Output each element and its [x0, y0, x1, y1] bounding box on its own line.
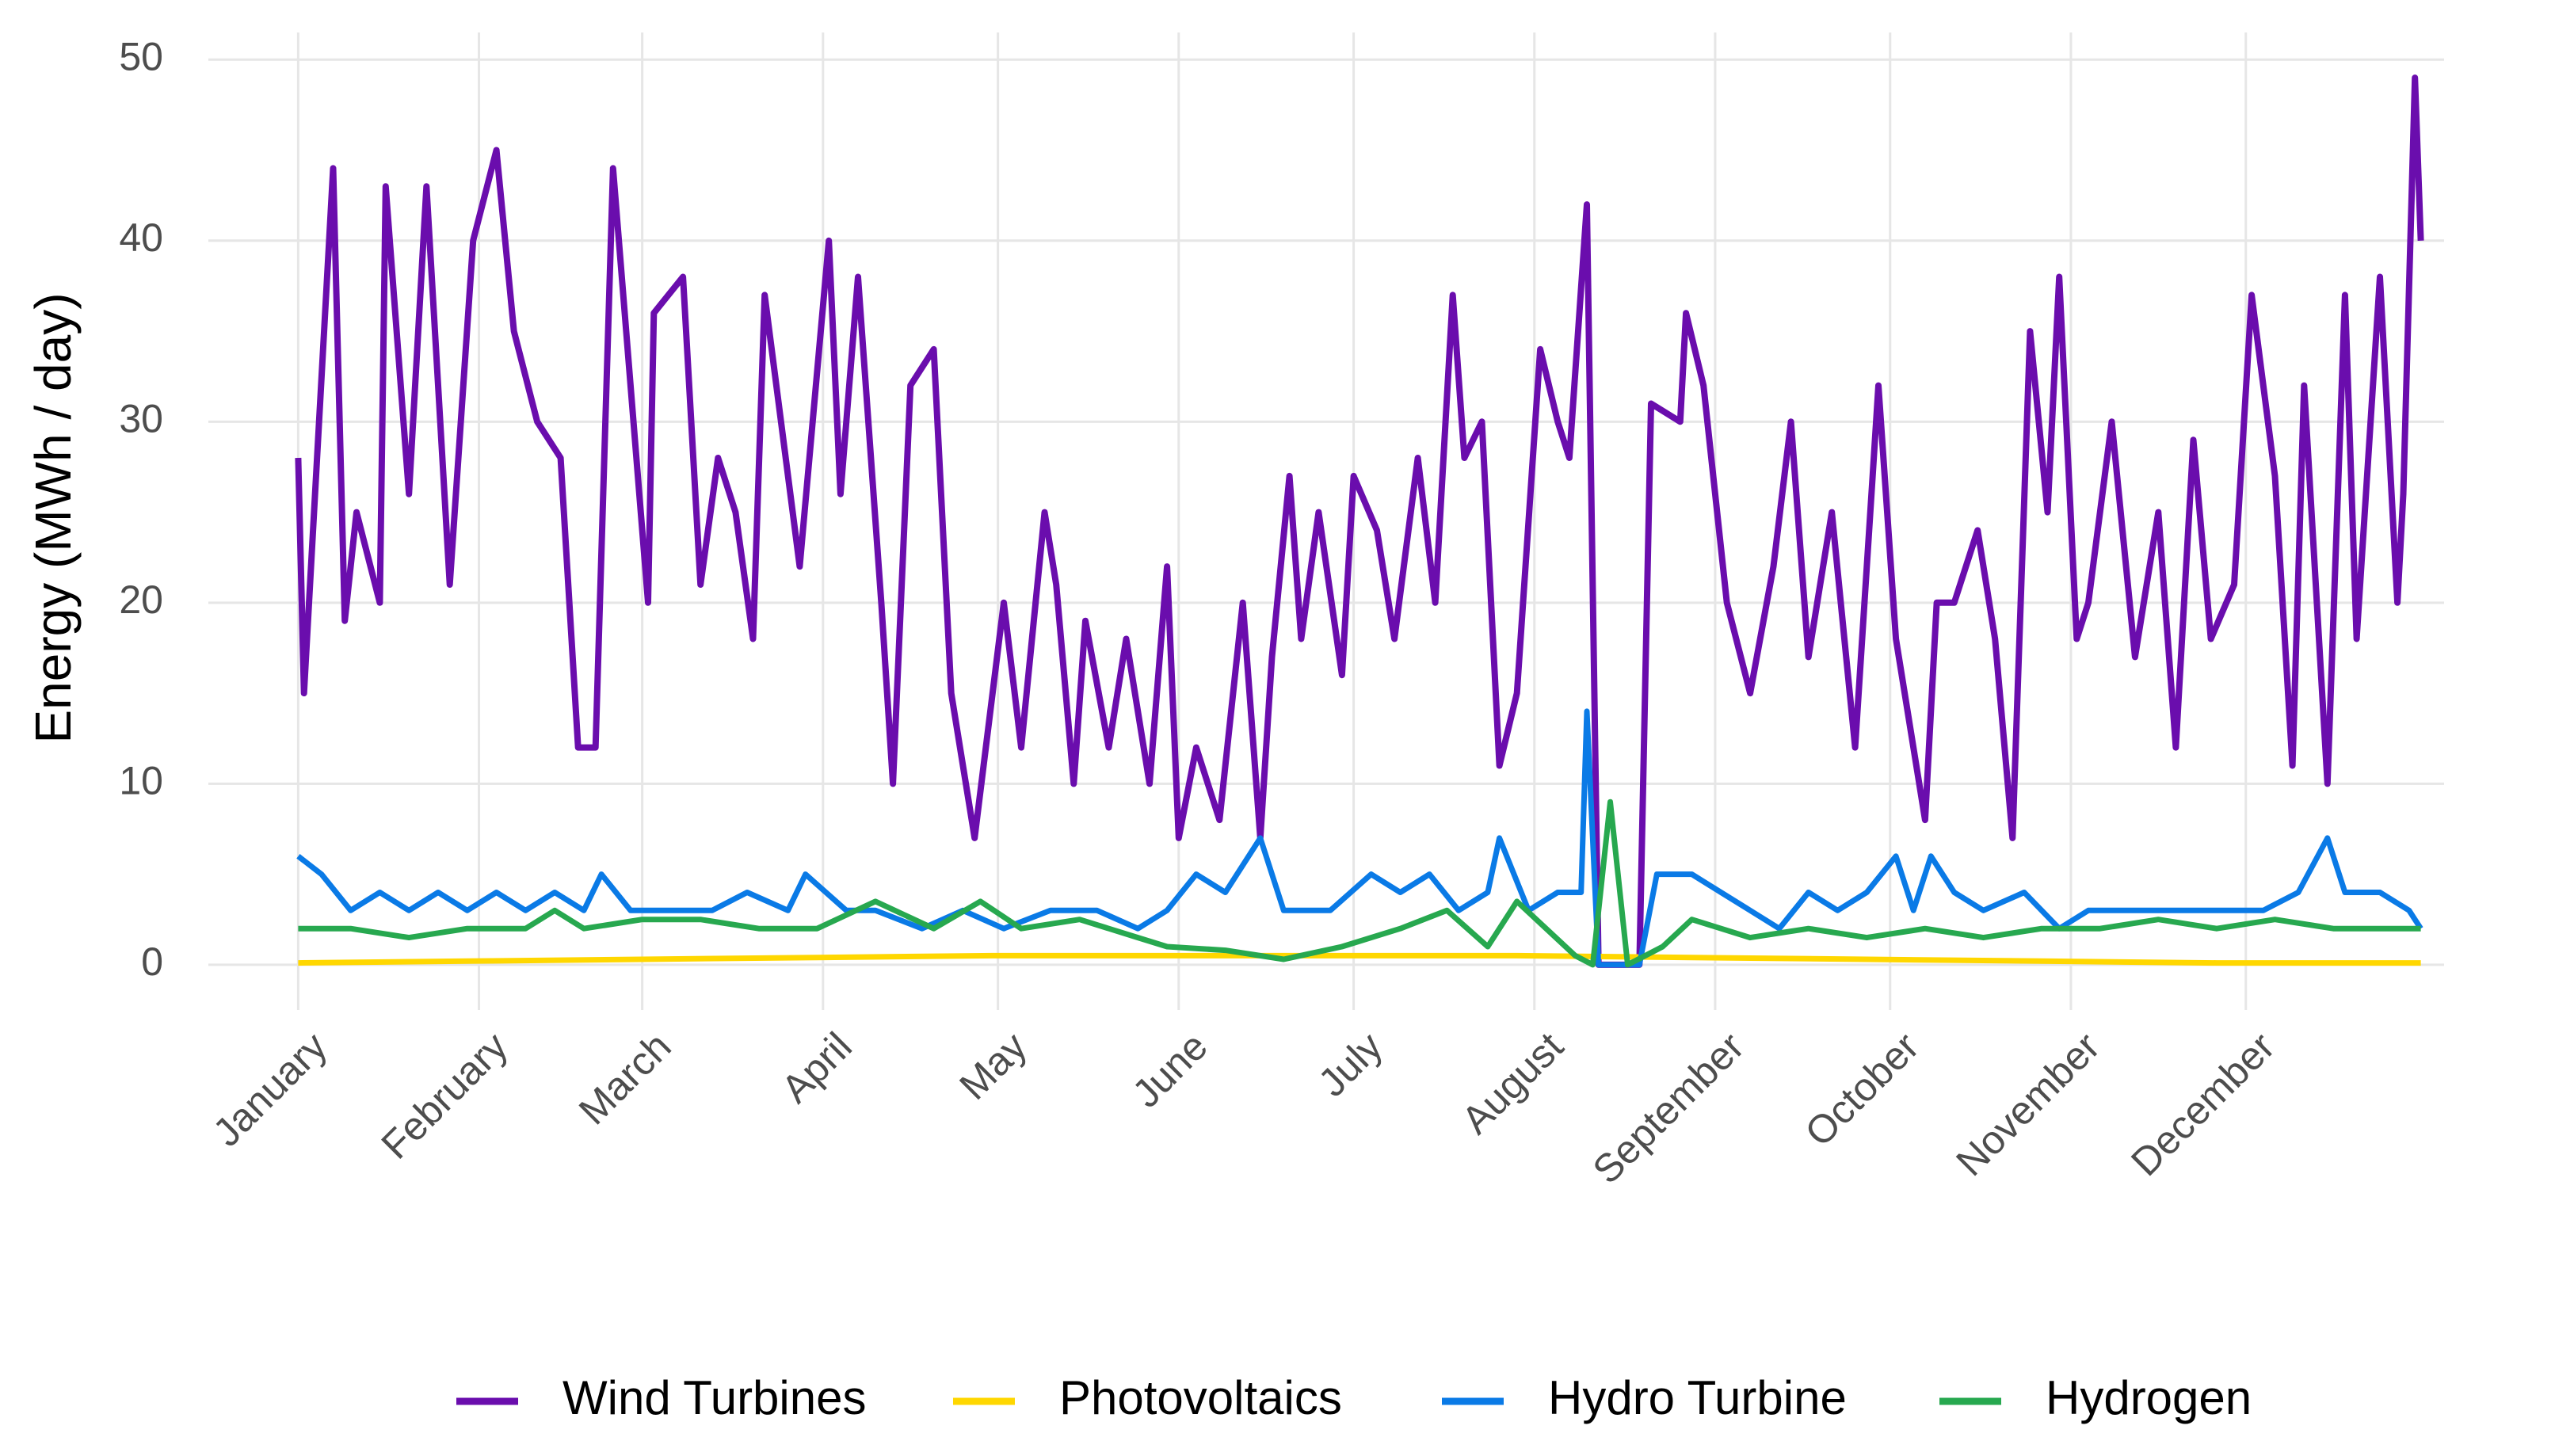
legend-label: Wind Turbines	[562, 1371, 867, 1424]
x-tick-label: June	[1124, 1024, 1216, 1116]
x-tick-label: August	[1453, 1023, 1572, 1142]
series-line	[296, 708, 2423, 968]
x-tick-label: January	[204, 1024, 335, 1155]
x-tick-label: April	[773, 1024, 860, 1111]
legend-label: Photovoltaics	[1059, 1371, 1342, 1424]
y-tick-label: 20	[119, 577, 163, 622]
y-tick-label: 40	[119, 215, 163, 260]
x-tick-label: July	[1310, 1024, 1390, 1105]
y-tick-label: 10	[119, 759, 163, 803]
series-line	[298, 799, 2421, 968]
x-tick-label: March	[570, 1024, 680, 1134]
x-tick-label: December	[2122, 1024, 2283, 1185]
x-tick-label: September	[1584, 1024, 1753, 1193]
series-line	[295, 74, 2424, 968]
y-tick-label: 30	[119, 397, 163, 441]
legend-label: Hydro Turbine	[1548, 1371, 1847, 1424]
x-tick-label: February	[373, 1024, 517, 1168]
y-tick-label: 50	[119, 34, 163, 78]
y-axis-title: Energy (MWh / day)	[25, 292, 82, 743]
y-tick-label: 0	[141, 940, 163, 984]
x-tick-label: October	[1797, 1024, 1928, 1155]
x-tick-label: May	[951, 1024, 1035, 1108]
legend-label: Hydrogen	[2046, 1371, 2252, 1424]
series-line	[298, 952, 2421, 966]
x-tick-label: November	[1947, 1024, 2108, 1185]
